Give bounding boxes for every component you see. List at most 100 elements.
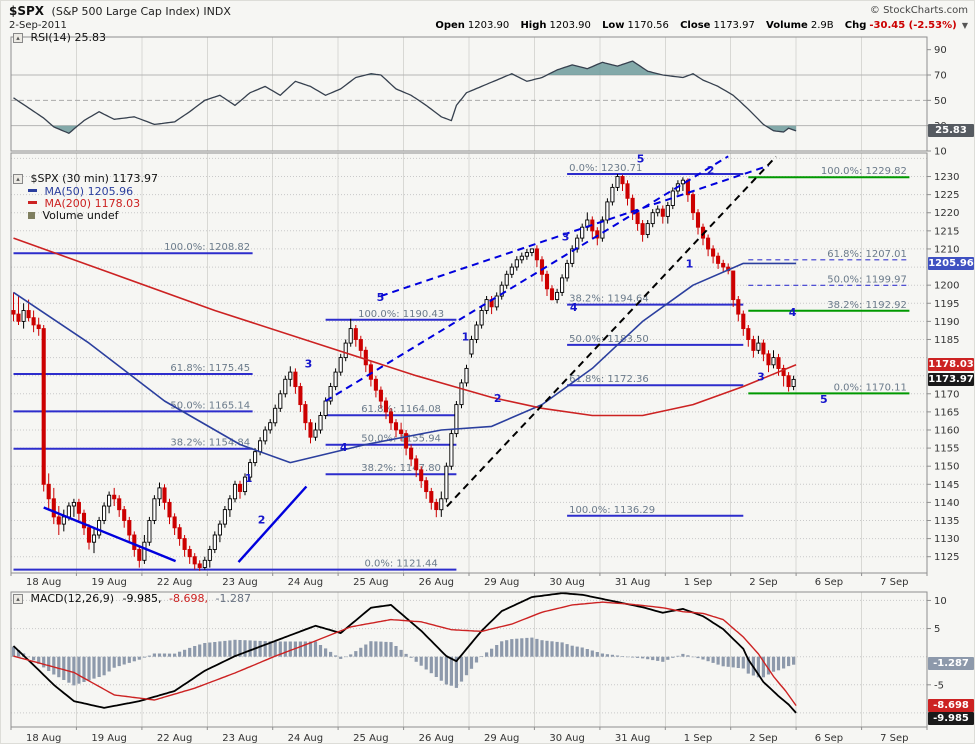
- candle-body: [424, 480, 429, 493]
- macd-histogram-bar: [525, 637, 529, 657]
- candle-body: [409, 447, 414, 460]
- price-panel-toggle-icon[interactable]: ▴: [13, 174, 23, 184]
- price-legend: ▴ $SPX (30 min) 1173.97: [13, 173, 158, 185]
- macd-histogram-bar: [273, 641, 277, 657]
- macd-histogram-bar: [107, 656, 111, 672]
- volume-bars-icon: [28, 212, 35, 219]
- candle-body: [665, 205, 670, 217]
- macd-histogram-bar: [127, 656, 131, 663]
- macd-histogram-bar: [605, 654, 609, 657]
- candle-body: [393, 422, 399, 431]
- candle-body: [197, 563, 202, 568]
- candle-body: [761, 342, 766, 355]
- candle-body: [318, 415, 323, 431]
- high-value: 1203.90: [549, 20, 591, 31]
- macd-histogram-bar: [585, 649, 589, 657]
- candle-body: [56, 516, 61, 525]
- candle-body: [625, 183, 630, 199]
- candle-body: [610, 186, 615, 203]
- date-axis-label: 1 Sep: [684, 577, 712, 588]
- macd-histogram-bar: [77, 656, 81, 684]
- macd-histogram-bar: [87, 656, 91, 681]
- candle-body: [248, 462, 253, 478]
- macd-histogram-bar: [334, 655, 338, 657]
- date-axis-label: 31 Aug: [615, 577, 650, 588]
- macd-histogram-bar: [42, 656, 46, 668]
- macd-histogram-bar: [318, 645, 323, 657]
- candle-body: [343, 342, 348, 359]
- candle-body: [620, 176, 625, 185]
- chg-value: -30.45 (-2.53%): [869, 20, 957, 31]
- ma50-legend: MA(50) 1205.96: [13, 186, 133, 198]
- candle-body: [147, 520, 152, 543]
- candle-body: [283, 378, 288, 395]
- ma200-last-value-box: 1178.03: [928, 358, 974, 371]
- macd-histogram-bar: [399, 649, 403, 657]
- candle-body: [615, 176, 620, 188]
- candle-body: [555, 291, 560, 301]
- macd-hist-value-box: -1.287: [928, 657, 974, 670]
- macd-histogram-bar: [490, 648, 494, 657]
- macd-histogram-bar: [178, 651, 182, 657]
- macd-histogram-bar: [620, 656, 625, 657]
- macd-histogram-bar: [233, 639, 237, 657]
- macd-histogram-bar: [183, 649, 187, 657]
- macd-histogram-bar: [500, 641, 504, 657]
- symbol-label: $SPX: [9, 4, 45, 18]
- date-axis-label: 25 Aug: [353, 733, 388, 744]
- date-axis-label: 29 Aug: [484, 733, 519, 744]
- macd-histogram-bar: [787, 656, 791, 667]
- price-panel: 100.0%: 1208.82 61.8%: 1175.45 50.0%: 1165…: [10, 152, 959, 574]
- macd-histogram-bar: [721, 656, 725, 667]
- elliott-wave-label: 2: [258, 513, 266, 526]
- candle-body: [202, 559, 207, 568]
- macd-histogram-bar: [570, 645, 574, 657]
- macd-histogram-bar: [243, 640, 247, 657]
- macd-histogram-bar: [520, 638, 524, 657]
- fib-level-label: 0.0%: 1230.71: [569, 163, 642, 174]
- macd-histogram-bar: [223, 640, 227, 657]
- chg-dropdown-icon[interactable]: ▼: [961, 21, 968, 30]
- macd-histogram-bar: [47, 656, 51, 671]
- macd-histogram-bar: [283, 641, 287, 657]
- macd-histogram-bar: [11, 646, 16, 657]
- candle-body: [524, 252, 529, 257]
- macd-panel-toggle-icon[interactable]: ▴: [13, 594, 23, 604]
- rsi-panel-toggle-icon[interactable]: ▴: [13, 33, 23, 43]
- ma50-legend-label: MA(50) 1205.96: [44, 185, 134, 198]
- candle-body: [182, 538, 187, 550]
- ma200-line: [13, 237, 797, 417]
- candle-body: [11, 310, 16, 315]
- macd-histogram-bar: [792, 656, 796, 665]
- macd-histogram-bar: [540, 640, 544, 657]
- candle-body: [534, 248, 539, 261]
- macd-histogram-bar: [771, 656, 776, 672]
- candle-body: [363, 349, 368, 366]
- axis-tick-label: 1220: [934, 208, 959, 219]
- macd-histogram-bar: [374, 641, 378, 657]
- candle-body: [655, 208, 660, 214]
- candle-body: [499, 284, 504, 297]
- macd-line: [12, 592, 797, 714]
- axis-tick-label: 10: [934, 596, 947, 607]
- macd-histogram-bar: [485, 652, 489, 657]
- open-label: Open: [435, 20, 465, 31]
- macd-histogram-bar: [359, 647, 363, 657]
- candle-body: [791, 378, 796, 387]
- macd-histogram-bar: [641, 656, 645, 659]
- macd-histogram-bar: [625, 656, 630, 658]
- candle-body: [454, 404, 459, 435]
- candle-body: [650, 212, 655, 225]
- axis-tick-label: 1230: [934, 172, 959, 183]
- axis-tick-label: 1145: [934, 480, 959, 491]
- candle-body: [338, 357, 343, 373]
- candle-body: [419, 469, 424, 482]
- date-axis-label: 25 Aug: [353, 577, 388, 588]
- candle-body: [509, 266, 514, 275]
- close-label: Close: [680, 20, 711, 31]
- axis-tick-label: 5: [934, 624, 940, 635]
- macd-histogram-bar: [349, 654, 353, 657]
- candle-body: [232, 483, 238, 500]
- macd-histogram-bar: [631, 656, 635, 658]
